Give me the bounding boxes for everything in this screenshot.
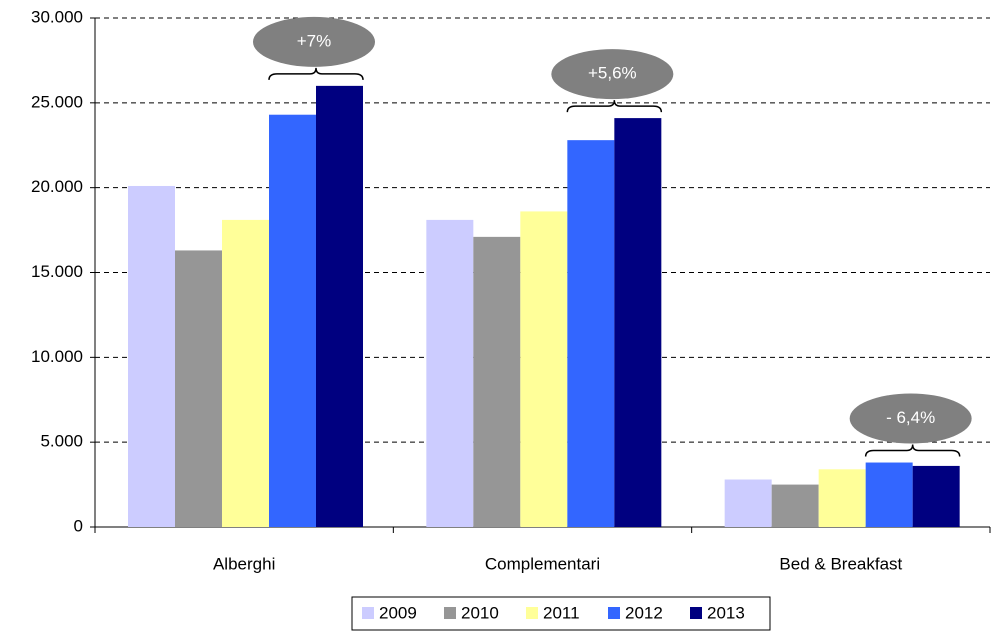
bar	[771, 484, 819, 527]
legend-swatch	[444, 607, 456, 619]
bar	[128, 185, 175, 527]
annotation: +7%	[297, 31, 332, 50]
bar	[865, 462, 913, 527]
legend-swatch	[526, 607, 538, 619]
bar	[316, 85, 363, 527]
bar	[269, 114, 316, 528]
annotation: - 6,4%	[886, 408, 935, 427]
legend-label: 2009	[379, 603, 417, 622]
bar	[175, 250, 222, 527]
legend-label: 2011	[543, 603, 580, 622]
annotation-bubble	[849, 393, 972, 444]
bar	[222, 219, 269, 528]
x-tick-label: Bed & Breakfast	[779, 554, 902, 573]
legend-label: 2010	[461, 603, 499, 622]
y-tick-label: 10.000	[31, 347, 83, 366]
brace	[566, 100, 663, 113]
bar	[724, 479, 772, 527]
legend-swatch	[690, 607, 702, 619]
bar	[614, 118, 662, 527]
bar	[912, 465, 960, 527]
y-tick-label: 0	[74, 516, 83, 535]
bar	[426, 219, 474, 528]
y-tick-label: 30.000	[31, 7, 83, 26]
y-tick-label: 15.000	[31, 262, 83, 281]
y-tick-label: 20.000	[31, 177, 83, 196]
legend-swatch	[608, 607, 620, 619]
bar	[567, 140, 615, 527]
brace	[864, 444, 961, 457]
x-tick-label: Complementari	[485, 554, 600, 573]
bar	[520, 211, 568, 528]
legend-label: 2012	[625, 603, 663, 622]
legend-label: 2013	[707, 603, 745, 622]
annotation-bubble	[551, 49, 674, 100]
legend-swatch	[362, 607, 374, 619]
y-tick-label: 5.000	[40, 432, 83, 451]
annotation: +5,6%	[588, 64, 637, 83]
brace	[268, 67, 364, 80]
bar	[818, 469, 866, 527]
y-tick-label: 25.000	[31, 92, 83, 111]
annotation-bubble	[253, 16, 375, 67]
bar	[473, 236, 521, 527]
x-tick-label: Alberghi	[213, 554, 275, 573]
